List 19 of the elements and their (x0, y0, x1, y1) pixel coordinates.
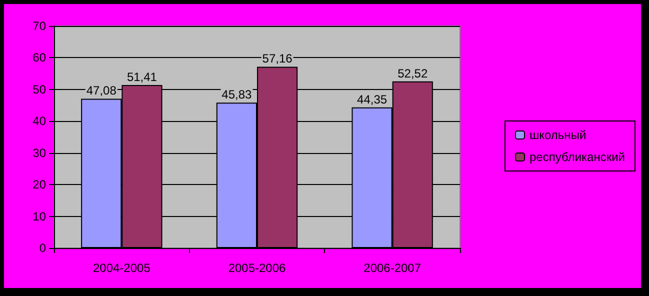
y-tick-label: 10 (32, 209, 46, 224)
y-tick-label: 30 (32, 146, 46, 160)
data-label: 45,83 (222, 88, 252, 102)
data-label: 51,41 (126, 70, 158, 84)
data-label: 52,52 (398, 66, 428, 80)
y-tick-label: 70 (32, 19, 46, 33)
y-tick-label: 40 (32, 114, 46, 128)
data-label: 57,16 (262, 52, 293, 66)
x-tick-label: 2004-2005 (92, 261, 151, 275)
legend-label: республиканский (530, 150, 626, 164)
data-label: 47,08 (86, 84, 117, 98)
x-tick-label: 2006-2007 (364, 261, 422, 275)
legend-label: школьный (530, 128, 586, 142)
y-tick-label: 50 (32, 82, 46, 96)
x-tick-label: 2005-2006 (228, 261, 286, 275)
data-label: 44,35 (357, 92, 388, 106)
y-tick-label: 20 (32, 178, 46, 192)
y-tick-label: 0 (39, 241, 46, 255)
y-tick-label: 60 (32, 50, 46, 65)
